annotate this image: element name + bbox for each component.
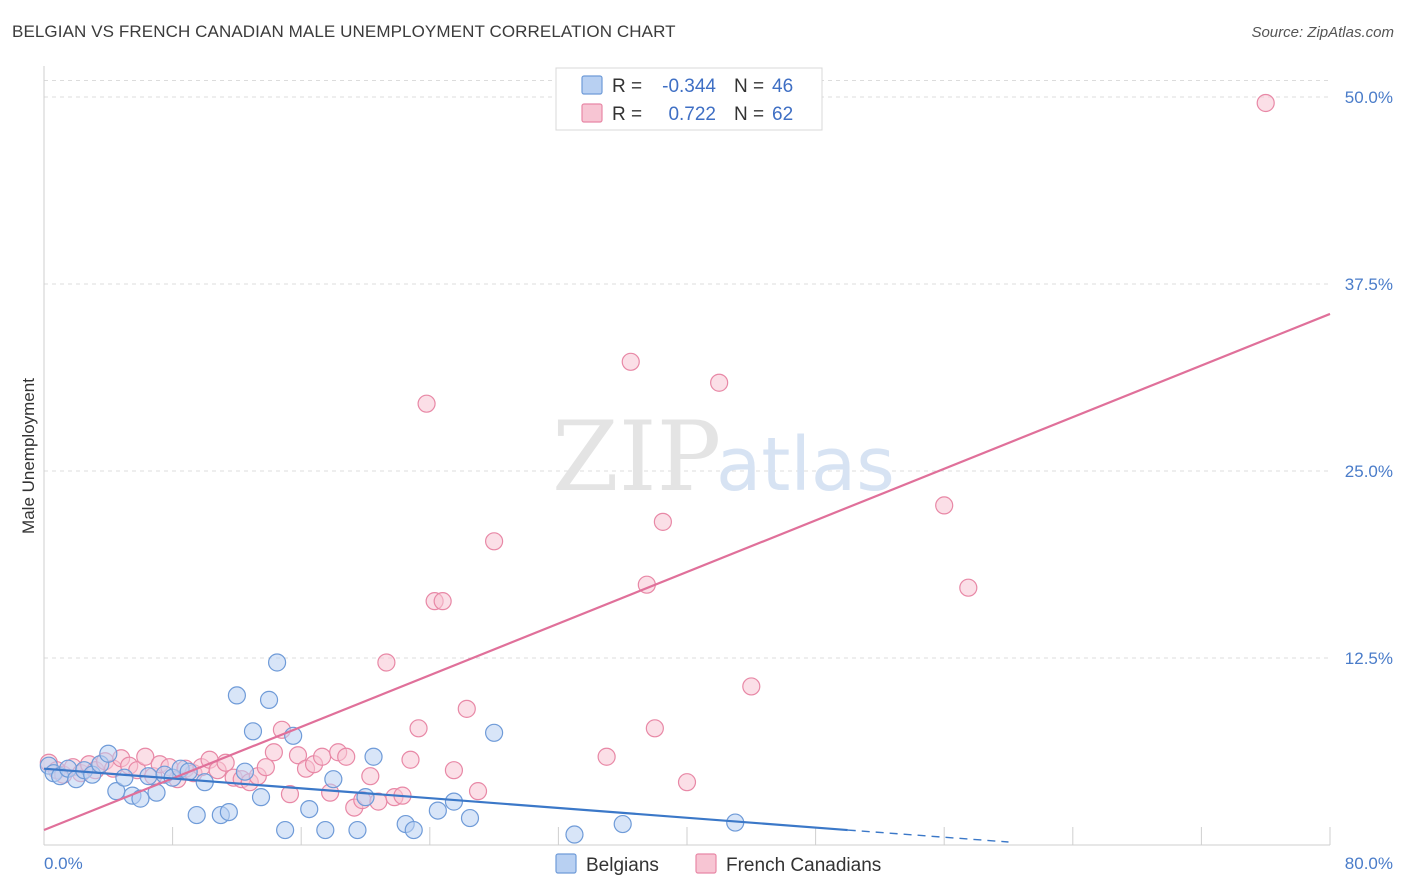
y-tick-label-1: 25.0%	[1345, 462, 1393, 481]
french-point-61	[742, 677, 761, 696]
french-point-52	[468, 782, 488, 801]
axes	[43, 66, 1331, 846]
y-axis-label: Male Unemployment	[19, 378, 38, 534]
x-tick-labels: 0.0% 80.0%	[44, 854, 1393, 873]
french-point-27	[256, 758, 275, 777]
belgians-r-label: R =	[612, 76, 642, 97]
watermark-zip: ZIP	[552, 401, 721, 513]
belgians-point-12	[131, 789, 150, 808]
belgians-point-26	[251, 788, 271, 807]
belgians-point-24	[235, 762, 255, 781]
french-point-12	[136, 747, 155, 766]
french-point-30	[280, 785, 300, 804]
french-point-58	[653, 512, 672, 531]
french-point-59	[677, 773, 697, 792]
belgians-point-33	[324, 770, 343, 789]
chart-title: BELGIAN VS FRENCH CANADIAN MALE UNEMPLOY…	[12, 22, 676, 41]
french-bottom-swatch	[695, 853, 717, 874]
french-point-55	[621, 352, 640, 371]
french-legend-swatch	[581, 103, 603, 123]
french-point-60	[710, 373, 729, 392]
x-tick-label-1: 80.0%	[1345, 854, 1393, 873]
french-point-28	[264, 743, 283, 762]
french-point-54	[597, 747, 616, 766]
belgians-trendline-extension	[847, 829, 1009, 843]
belgians-bottom-swatch	[555, 853, 577, 874]
x-tick-label-0: 0.0%	[44, 854, 83, 873]
french-point-40	[361, 767, 380, 786]
belgians-point-36	[364, 747, 383, 766]
french-point-47	[417, 394, 436, 413]
series-legend: Belgians French Canadians	[555, 853, 881, 876]
french-point-57	[645, 719, 664, 738]
french-point-64	[1256, 93, 1275, 113]
french-point-42	[377, 653, 396, 672]
belgians-point-23	[227, 686, 246, 705]
french-r-label: R =	[612, 104, 642, 125]
belgians-point-39	[428, 801, 447, 820]
french-point-34	[312, 747, 332, 766]
belgians-trendline	[43, 767, 848, 832]
belgians-point-29	[276, 820, 295, 840]
belgians-point-38	[404, 820, 423, 840]
french-r-value: 0.722	[668, 104, 716, 125]
french-point-51	[457, 699, 476, 718]
belgians-point-28	[267, 653, 287, 672]
french-n-value: 62	[772, 104, 793, 125]
french-legend-label: French Canadians	[726, 855, 881, 876]
french-point-49	[433, 592, 452, 611]
watermark-atlas: atlas	[716, 422, 895, 508]
french-n-label: N =	[734, 104, 764, 125]
french-trendline	[43, 312, 1331, 832]
french-point-37	[337, 747, 356, 766]
belgians-point-27	[259, 690, 279, 709]
belgians-r-value: -0.344	[662, 76, 716, 97]
belgians-point-31	[300, 799, 319, 819]
french-point-62	[935, 496, 954, 515]
belgians-point-19	[187, 805, 206, 825]
french-point-63	[959, 578, 978, 597]
belgians-point-10	[115, 768, 134, 787]
belgians-n-value: 46	[772, 76, 793, 97]
belgians-point-8	[99, 744, 118, 763]
y-tick-label-2: 37.5%	[1345, 275, 1393, 294]
belgians-legend-swatch	[581, 75, 603, 95]
belgians-point-43	[565, 825, 584, 844]
belgians-legend-label: Belgians	[586, 855, 659, 876]
y-tick-labels: 12.5% 25.0% 37.5% 50.0%	[1345, 88, 1393, 668]
y-tick-label-3: 50.0%	[1345, 88, 1393, 107]
french-point-50	[444, 761, 464, 780]
y-tick-label-0: 12.5%	[1345, 649, 1393, 668]
watermark: ZIP atlas	[552, 401, 895, 513]
belgians-n-label: N =	[734, 76, 764, 97]
belgians-point-34	[348, 820, 367, 840]
french-point-46	[409, 719, 428, 738]
source-label: Source: ZipAtlas.com	[1251, 24, 1394, 41]
belgians-point-44	[613, 814, 632, 834]
belgians-point-41	[460, 808, 480, 828]
french-point-53	[485, 532, 504, 551]
belgians-point-25	[243, 722, 263, 741]
french-point-45	[401, 750, 420, 769]
belgians-point-35	[356, 788, 375, 807]
french-point-31	[288, 746, 308, 765]
belgians-points	[39, 653, 745, 844]
belgians-point-22	[219, 802, 238, 822]
belgians-point-42	[485, 723, 504, 742]
belgians-point-32	[316, 820, 335, 840]
stats-legend: R = -0.344 N = 46 R = 0.722 N = 62	[555, 67, 823, 131]
belgians-point-40	[444, 792, 464, 811]
trendlines	[43, 312, 1331, 843]
